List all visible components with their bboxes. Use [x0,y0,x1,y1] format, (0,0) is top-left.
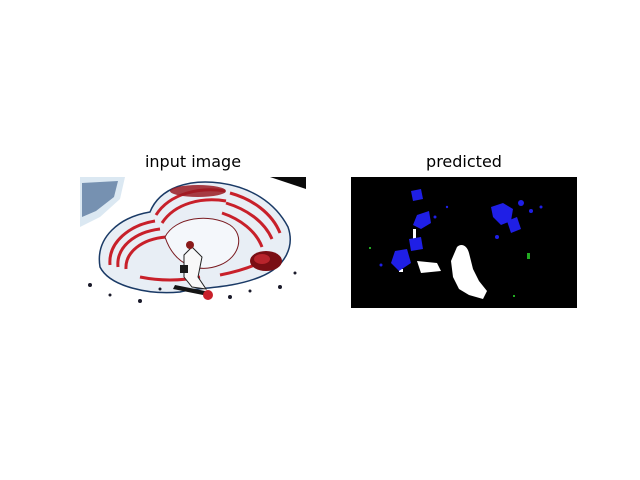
predicted-title: predicted [426,152,502,171]
predicted-mask [351,177,577,308]
input-image-title: input image [144,152,242,171]
input-image [80,177,306,308]
